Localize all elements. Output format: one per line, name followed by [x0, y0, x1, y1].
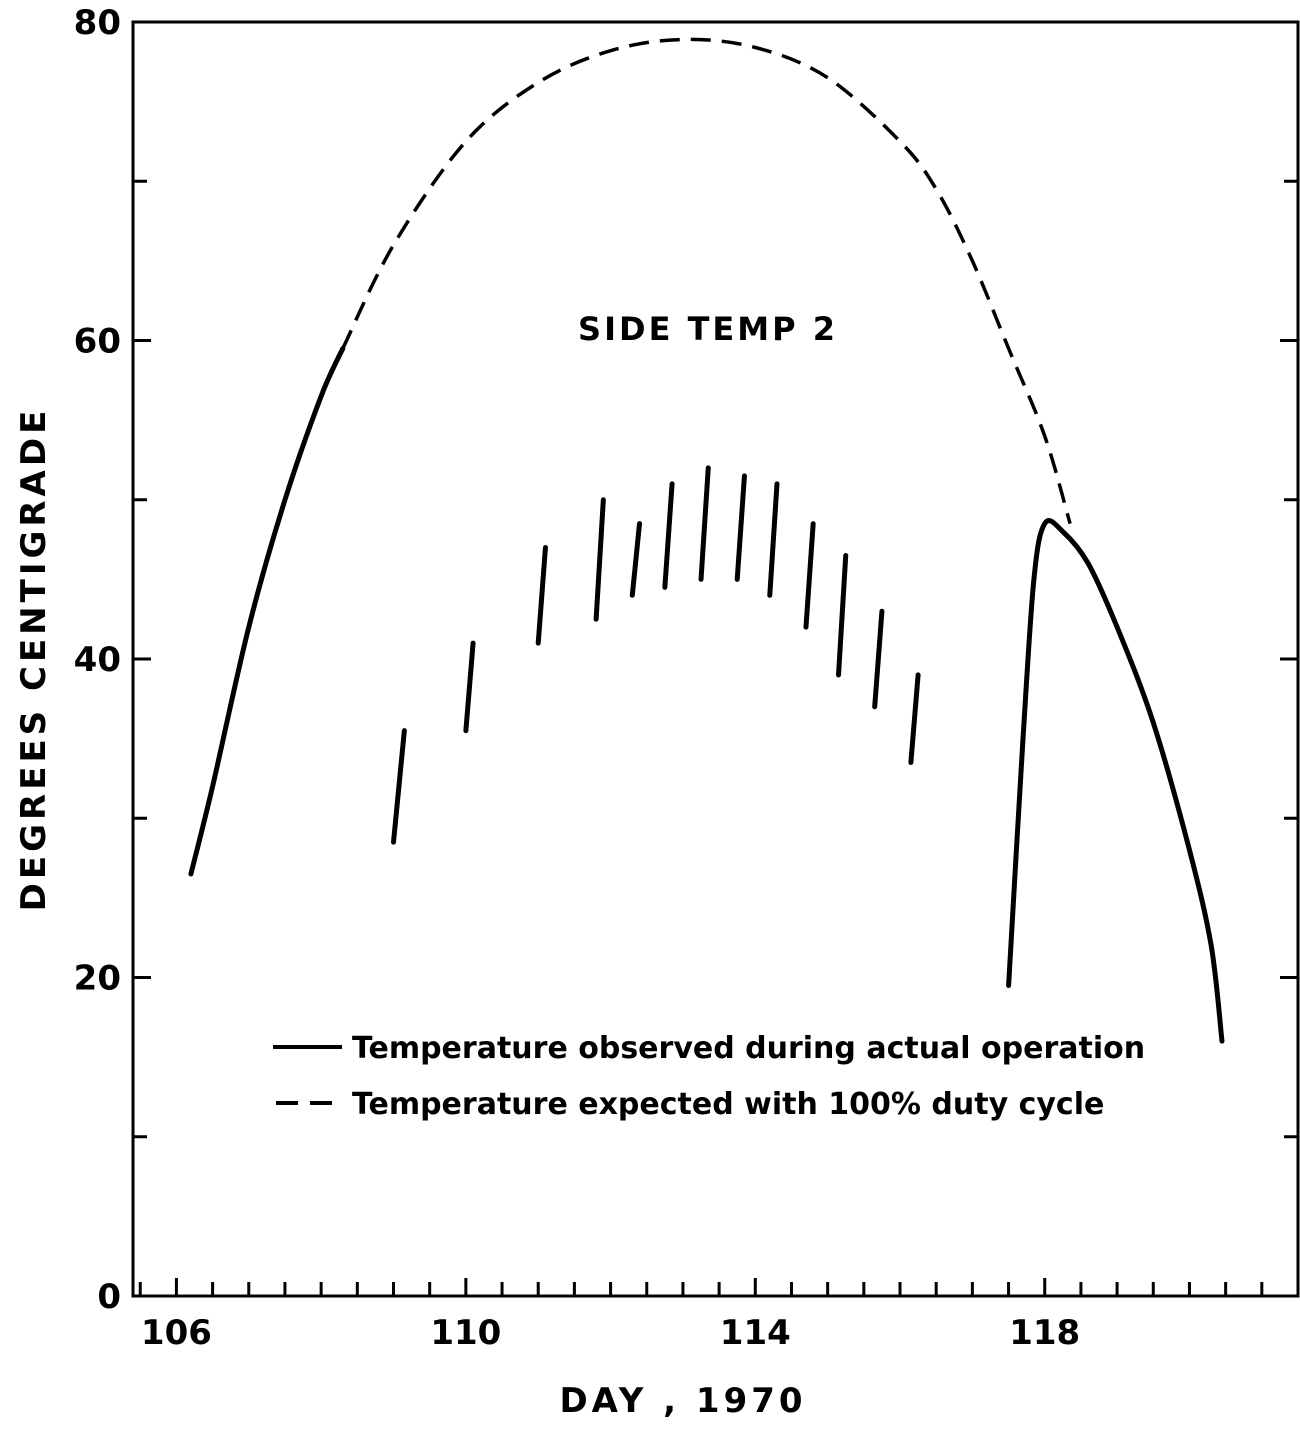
chart-annotation: SIDE TEMP 2	[578, 310, 838, 348]
observed-range-bar-1	[463, 640, 476, 734]
x-axis-title: DAY , 1970	[559, 1381, 806, 1421]
legend-label-observed: Temperature observed during actual opera…	[352, 1031, 1145, 1066]
y-tick-label: 0	[97, 1277, 121, 1317]
y-axis-title: DEGREES CENTIGRADE	[14, 407, 54, 912]
x-tick-label: 114	[720, 1313, 791, 1353]
observed-series-line-0	[188, 346, 346, 877]
observed-range-bar-10	[836, 552, 849, 678]
legend-label-expected: Temperature expected with 100% duty cycl…	[352, 1087, 1104, 1122]
observed-range-bar-12	[908, 672, 921, 766]
x-tick-label: 118	[1009, 1313, 1080, 1353]
observed-range-bar-9	[803, 521, 816, 630]
y-tick-label: 20	[74, 959, 121, 999]
y-tick-label: 60	[74, 322, 121, 362]
y-tick-label: 80	[74, 3, 121, 43]
observed-range-bar-6	[698, 465, 711, 582]
observed-range-bar-11	[872, 608, 885, 710]
observed-range-bar-2	[535, 545, 548, 646]
x-tick-label: 106	[141, 1313, 212, 1353]
observed-range-bar-4	[629, 521, 643, 598]
observed-range-bar-0	[390, 728, 407, 845]
observed-range-bar-8	[767, 481, 780, 598]
observed-range-bar-7	[734, 473, 747, 582]
expected-series-line-0	[341, 37, 1072, 525]
observed-range-bar-5	[662, 481, 675, 590]
observed-series-line-1	[1006, 518, 1225, 1044]
observed-range-bar-3	[593, 497, 606, 622]
legend: Temperature observed during actual opera…	[273, 1031, 1145, 1122]
x-tick-label: 110	[430, 1313, 501, 1353]
y-tick-label: 40	[74, 640, 121, 680]
